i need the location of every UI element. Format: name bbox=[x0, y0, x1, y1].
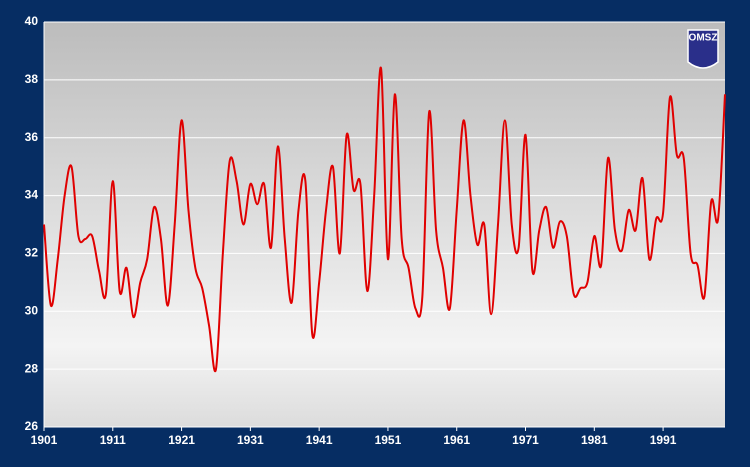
x-tick-label: 1971 bbox=[512, 433, 539, 447]
y-tick-label: 36 bbox=[25, 130, 39, 144]
y-tick-label: 28 bbox=[25, 361, 39, 375]
line bbox=[43, 66, 726, 373]
plot-area bbox=[44, 22, 725, 427]
x-tick-label: 1901 bbox=[31, 433, 58, 447]
x-tick-label: 1941 bbox=[306, 433, 333, 447]
y-tick-label: 26 bbox=[25, 419, 39, 433]
x-tick-label: 1931 bbox=[237, 433, 264, 447]
y-tick-label: 30 bbox=[25, 303, 39, 317]
logo: OMSZ bbox=[687, 29, 719, 69]
logo-text: OMSZ bbox=[689, 33, 718, 44]
logo-shield bbox=[687, 29, 719, 69]
y-tick-label: 34 bbox=[25, 188, 39, 202]
y-tick-label: 40 bbox=[25, 14, 39, 28]
x-tick-label: 1951 bbox=[375, 433, 402, 447]
x-tick-label: 1981 bbox=[581, 433, 608, 447]
x-tick-label: 1911 bbox=[100, 433, 126, 447]
x-tick-label: 1961 bbox=[443, 433, 470, 447]
y-tick-label: 38 bbox=[25, 72, 39, 86]
x-tick-label: 1991 bbox=[650, 433, 677, 447]
y-tick-label: 32 bbox=[25, 246, 39, 260]
x-tick-label: 1921 bbox=[168, 433, 195, 447]
